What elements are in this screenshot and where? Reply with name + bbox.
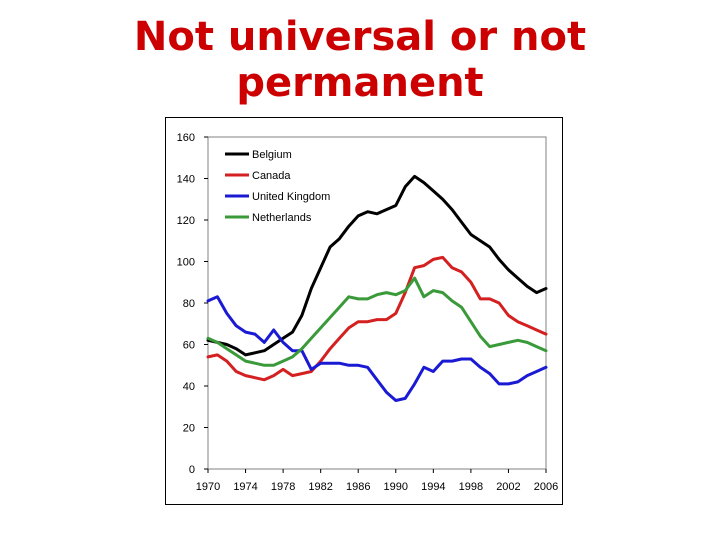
series-line-united-kingdom (206, 295, 548, 402)
x-tick-label: 1986 (346, 481, 370, 493)
y-tick-label: 60 (183, 340, 195, 352)
legend-label: Belgium (252, 149, 292, 161)
slide-title-line-1: Not universal or not (133, 14, 587, 60)
x-tick-label: 1994 (421, 481, 445, 493)
y-tick-label: 120 (177, 215, 195, 227)
y-tick-label: 80 (183, 298, 195, 310)
line-chart: 0 20 40 60 80 100 120 140 160 1970 1974 1978 1982 198… (165, 117, 563, 505)
legend-label: United Kingdom (252, 191, 330, 203)
y-tick-label: 20 (183, 423, 195, 435)
y-tick-label: 160 (177, 132, 195, 144)
y-tick-label: 0 (189, 464, 195, 476)
chart-frame (165, 117, 563, 505)
slide-title-line-2: permanent (236, 60, 484, 106)
series-line-netherlands (206, 276, 548, 367)
series-line-canada (206, 255, 548, 382)
x-tick-label: 1970 (196, 481, 220, 493)
y-tick-label: 140 (177, 174, 195, 186)
x-tick-label: 1974 (233, 481, 257, 493)
slide-title: Not universal or not permanent (0, 14, 720, 106)
y-tick-label: 100 (177, 257, 195, 269)
series-line-belgium (206, 174, 548, 357)
legend: Belgium Canada United Kingdom Netherlands (225, 149, 330, 224)
x-tick-label: 2002 (496, 481, 520, 493)
axes-layer: 0 20 40 60 80 100 120 140 160 1970 1974 1978 1982 198… (177, 132, 559, 493)
x-tick-label: 1982 (308, 481, 332, 493)
x-tick-label: 2006 (534, 481, 558, 493)
chart-svg: 0 20 40 60 80 100 120 140 160 1970 1974 1978 1982 198… (165, 117, 563, 505)
legend-label: Netherlands (252, 212, 312, 224)
legend-label: Canada (252, 170, 291, 182)
y-tick-label: 40 (183, 381, 195, 393)
x-tick-label: 1978 (271, 481, 295, 493)
series-layer (206, 174, 548, 402)
x-tick-label: 1998 (459, 481, 483, 493)
x-tick-label: 1990 (384, 481, 408, 493)
